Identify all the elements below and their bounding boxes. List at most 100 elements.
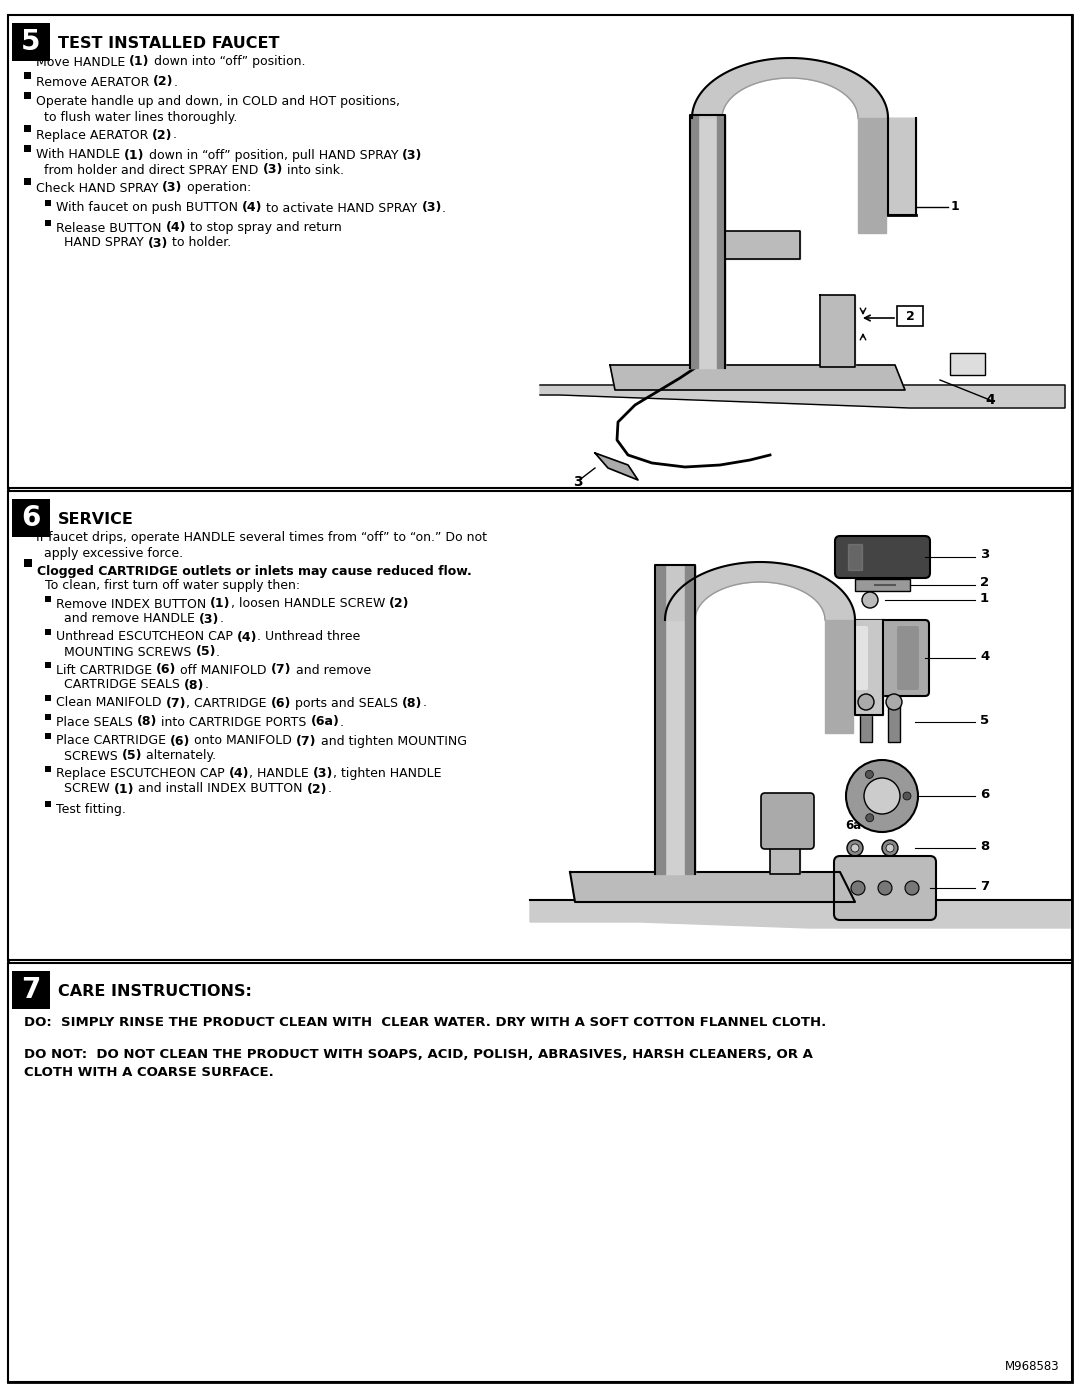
- Circle shape: [858, 694, 874, 710]
- Text: 3: 3: [980, 549, 989, 562]
- Circle shape: [851, 844, 859, 852]
- Polygon shape: [685, 564, 696, 875]
- Text: 6: 6: [980, 788, 989, 800]
- FancyBboxPatch shape: [834, 856, 936, 921]
- Text: M968583: M968583: [1005, 1361, 1059, 1373]
- Text: alternately.: alternately.: [143, 750, 216, 763]
- Text: (7): (7): [271, 664, 292, 676]
- Bar: [45, 200, 51, 205]
- Polygon shape: [855, 620, 883, 715]
- Circle shape: [878, 882, 892, 895]
- Text: (3): (3): [162, 182, 183, 194]
- Text: (2): (2): [153, 75, 174, 88]
- Text: (3): (3): [148, 236, 168, 250]
- Text: Operate handle up and down, in COLD and HOT positions,: Operate handle up and down, in COLD and …: [36, 95, 400, 109]
- Polygon shape: [690, 115, 725, 117]
- Polygon shape: [540, 386, 1065, 408]
- Bar: [45, 662, 51, 668]
- Polygon shape: [570, 872, 855, 902]
- Text: Clean MANIFOLD: Clean MANIFOLD: [56, 697, 165, 710]
- FancyBboxPatch shape: [836, 620, 929, 696]
- Bar: [45, 714, 51, 719]
- Bar: [12, 22, 50, 61]
- Text: 1: 1: [951, 201, 960, 214]
- Text: 3: 3: [573, 475, 583, 489]
- Text: (4): (4): [165, 222, 186, 235]
- Circle shape: [864, 778, 900, 814]
- Text: and tighten MOUNTING: and tighten MOUNTING: [316, 735, 467, 747]
- Text: (4): (4): [242, 201, 262, 215]
- Text: into sink.: into sink.: [283, 163, 343, 176]
- Text: .: .: [174, 75, 178, 88]
- Text: .: .: [442, 201, 446, 215]
- Circle shape: [846, 760, 918, 833]
- Text: off MANIFOLD: off MANIFOLD: [176, 664, 271, 676]
- Text: (4): (4): [229, 767, 249, 781]
- Text: , HANDLE: , HANDLE: [249, 767, 313, 781]
- Circle shape: [862, 592, 878, 608]
- Circle shape: [866, 814, 874, 821]
- Text: (1): (1): [130, 56, 150, 68]
- Text: Unthread ESCUTCHEON CAP: Unthread ESCUTCHEON CAP: [56, 630, 237, 644]
- Polygon shape: [610, 365, 905, 390]
- Text: .: .: [339, 715, 343, 728]
- Polygon shape: [654, 564, 696, 620]
- Text: Place CARTRIDGE: Place CARTRIDGE: [56, 735, 170, 747]
- Text: Replace ESCUTCHEON CAP: Replace ESCUTCHEON CAP: [56, 767, 229, 781]
- Text: 7: 7: [980, 880, 989, 893]
- Polygon shape: [717, 115, 725, 367]
- Text: (5): (5): [122, 750, 143, 763]
- Text: SCREW: SCREW: [64, 782, 113, 795]
- Text: (6): (6): [170, 735, 190, 747]
- Text: SCREWS: SCREWS: [64, 750, 122, 763]
- Text: Release BUTTON: Release BUTTON: [56, 222, 165, 235]
- Bar: [8, 15, 1072, 488]
- Bar: [860, 703, 872, 742]
- Text: and remove HANDLE: and remove HANDLE: [64, 612, 199, 626]
- Text: (2): (2): [389, 598, 409, 610]
- Text: SERVICE: SERVICE: [58, 511, 134, 527]
- Text: 2: 2: [906, 310, 915, 323]
- Text: 8: 8: [980, 840, 989, 852]
- Bar: [45, 694, 51, 701]
- Bar: [24, 528, 31, 535]
- Text: (3): (3): [199, 612, 219, 626]
- Polygon shape: [665, 562, 855, 620]
- Polygon shape: [595, 453, 638, 481]
- Text: CARE INSTRUCTIONS:: CARE INSTRUCTIONS:: [58, 983, 252, 999]
- Text: Test fitting.: Test fitting.: [56, 802, 126, 816]
- Text: (5): (5): [195, 645, 216, 658]
- Text: and install INDEX BUTTON: and install INDEX BUTTON: [134, 782, 307, 795]
- Text: , loosen HANDLE SCREW: , loosen HANDLE SCREW: [231, 598, 389, 610]
- Text: (8): (8): [402, 697, 422, 710]
- Circle shape: [882, 840, 897, 856]
- Text: With faucet on push BUTTON: With faucet on push BUTTON: [56, 201, 242, 215]
- Text: (6): (6): [157, 664, 176, 676]
- Text: (3): (3): [402, 148, 422, 162]
- Text: (3): (3): [313, 767, 334, 781]
- FancyBboxPatch shape: [835, 536, 930, 578]
- Circle shape: [886, 694, 902, 710]
- Text: .: .: [422, 697, 427, 710]
- Polygon shape: [690, 115, 698, 367]
- Text: to holder.: to holder.: [168, 236, 231, 250]
- Text: (4): (4): [237, 630, 257, 644]
- Text: . Unthread three: . Unthread three: [257, 630, 361, 644]
- Bar: [45, 800, 51, 807]
- Text: With HANDLE: With HANDLE: [36, 148, 124, 162]
- Text: 7: 7: [22, 977, 41, 1004]
- Bar: [45, 733, 51, 739]
- Bar: [897, 306, 923, 326]
- FancyBboxPatch shape: [897, 626, 919, 690]
- Text: (7): (7): [296, 735, 316, 747]
- Polygon shape: [888, 117, 916, 215]
- Bar: [12, 971, 50, 1009]
- Circle shape: [903, 792, 912, 800]
- Text: (2): (2): [307, 782, 327, 795]
- Text: (1): (1): [124, 148, 145, 162]
- Text: Move HANDLE: Move HANDLE: [36, 56, 130, 68]
- Polygon shape: [825, 620, 853, 733]
- Text: Place SEALS: Place SEALS: [56, 715, 137, 728]
- Text: CLOTH WITH A COARSE SURFACE.: CLOTH WITH A COARSE SURFACE.: [24, 1066, 273, 1078]
- Text: to stop spray and return: to stop spray and return: [186, 222, 341, 235]
